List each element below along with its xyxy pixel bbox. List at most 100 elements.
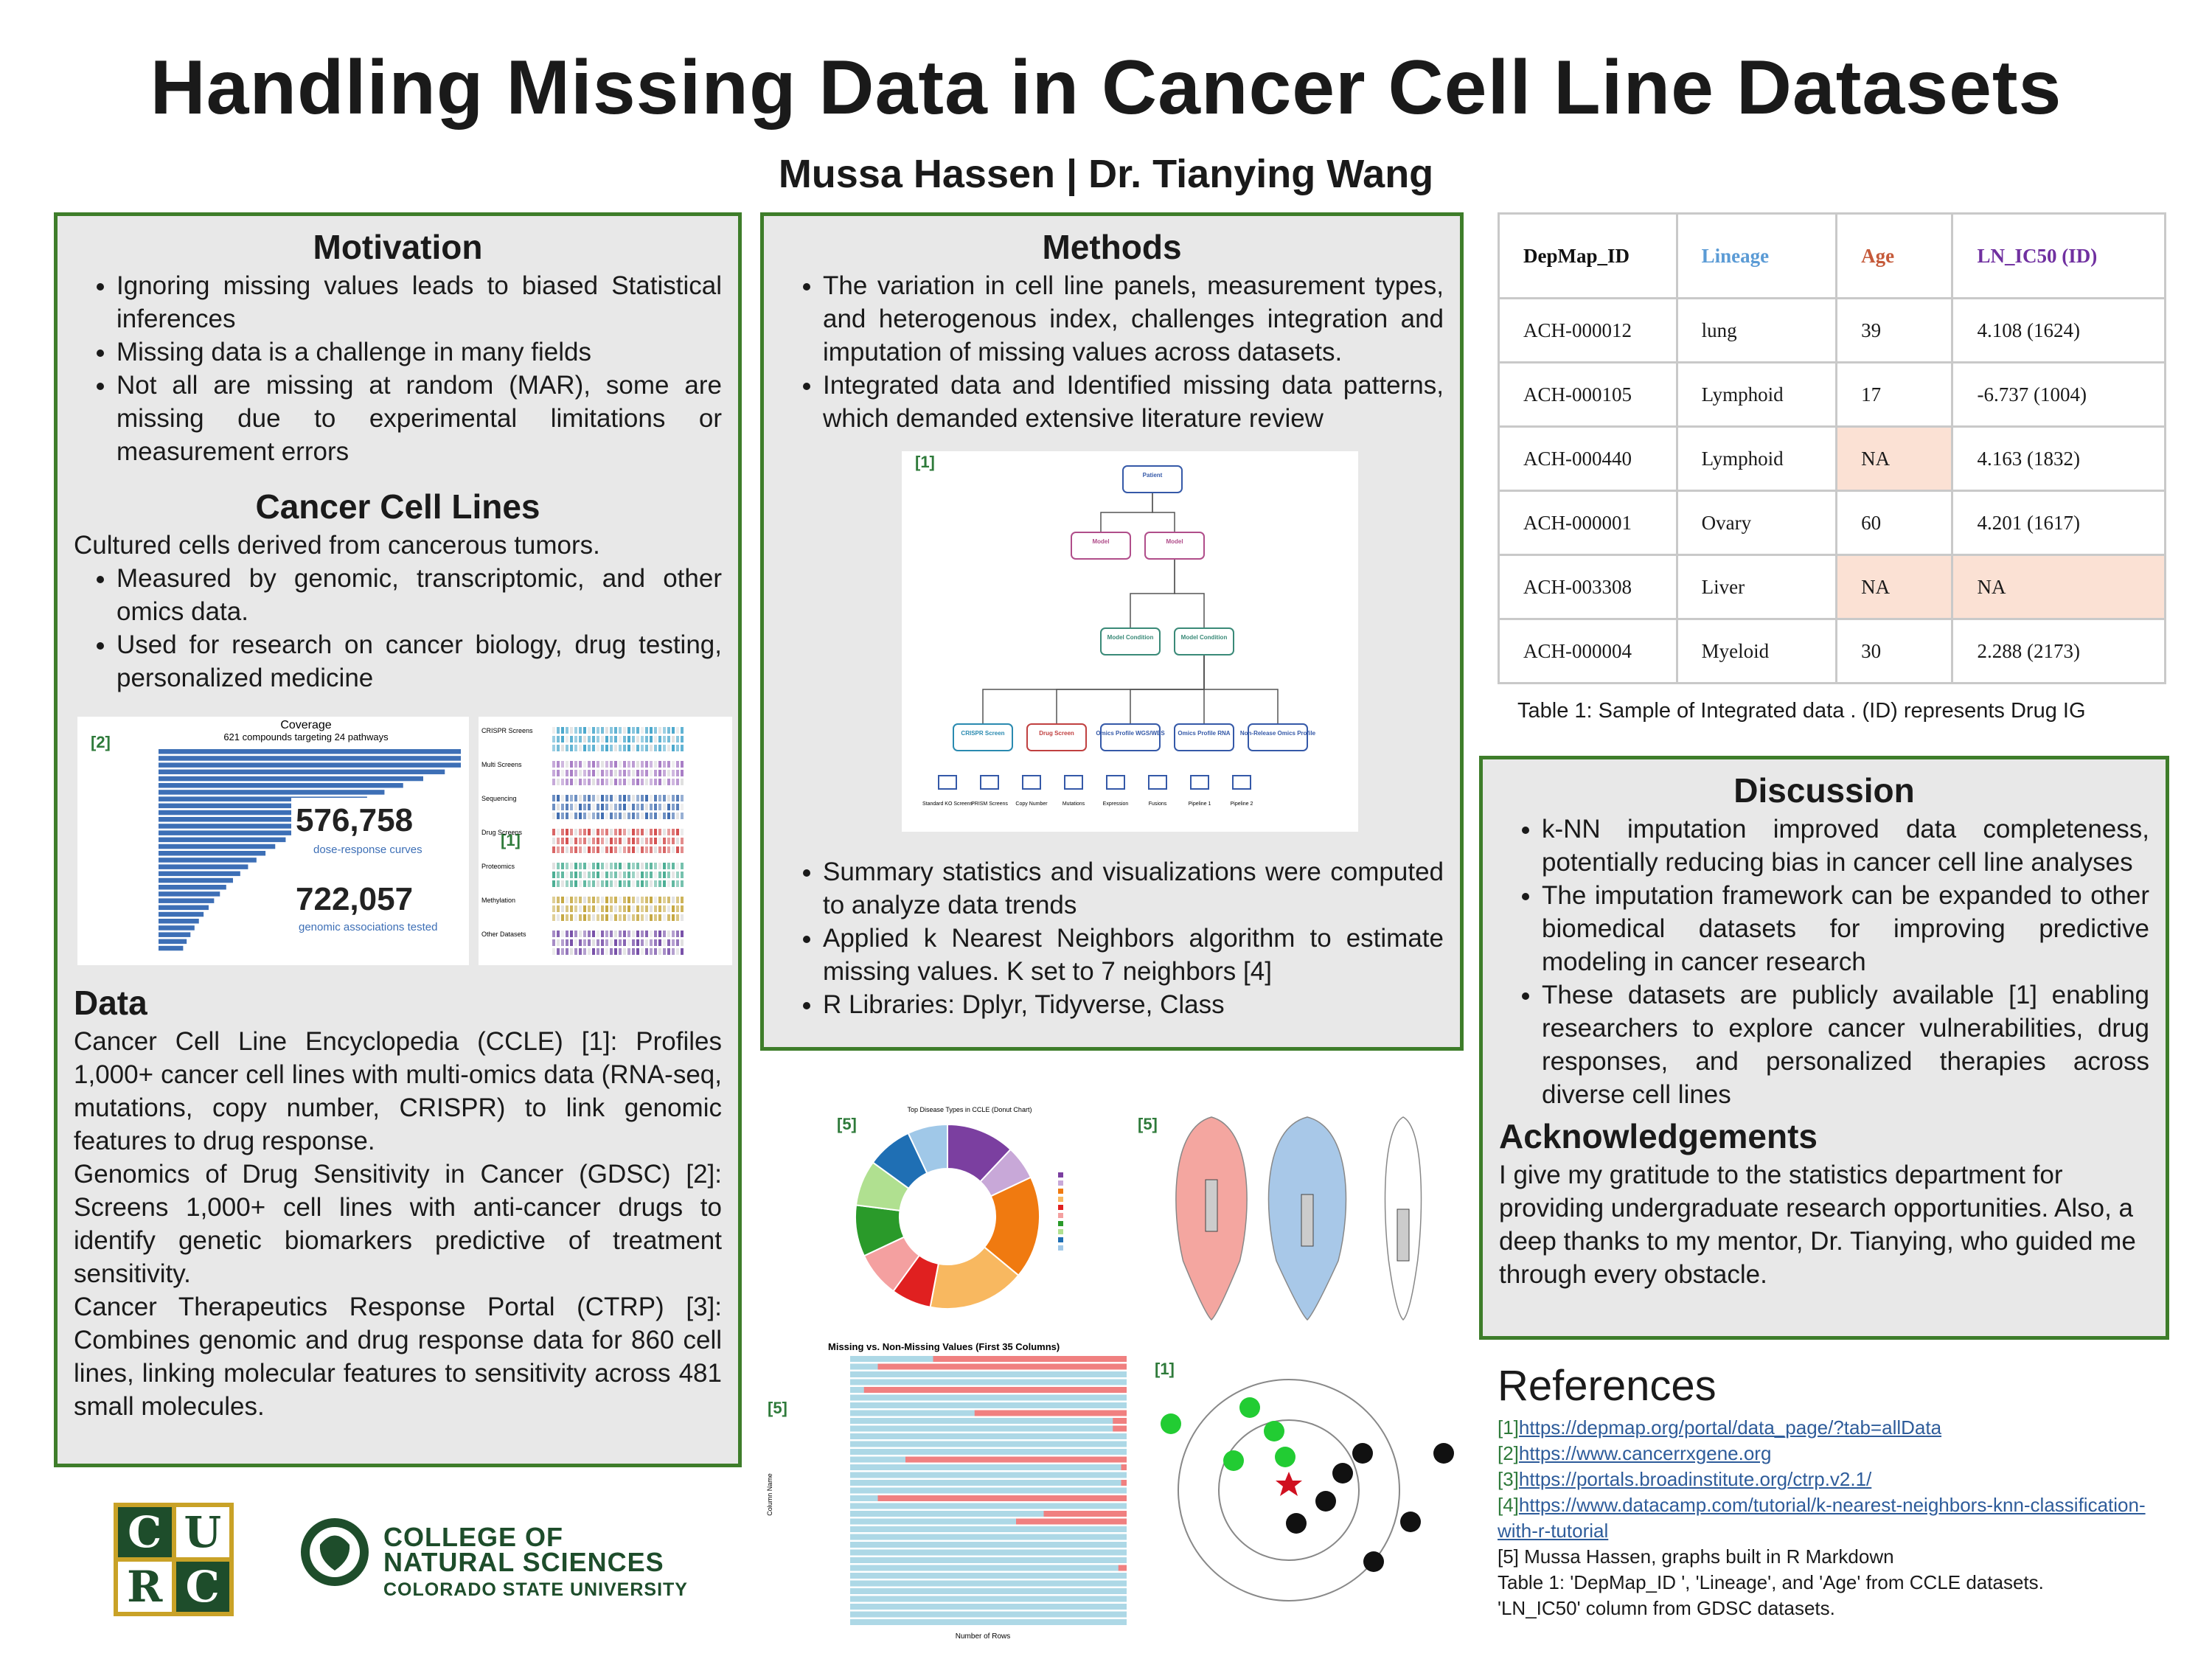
edge	[1203, 655, 1279, 724]
figure-row: [1] Patient Model Model Model Condition Model…	[780, 435, 1444, 855]
stripe	[610, 838, 613, 844]
row-illustration	[850, 1464, 1127, 1470]
stripe	[561, 761, 564, 768]
stripe	[583, 931, 586, 937]
stripe	[552, 905, 555, 912]
stripe	[614, 813, 617, 819]
row-label: Multi Screens	[481, 761, 522, 768]
stripe	[566, 736, 568, 742]
stripe	[650, 829, 653, 835]
stripe	[588, 727, 591, 734]
box	[1397, 1208, 1410, 1262]
bar-illustration	[159, 762, 461, 768]
stripe	[619, 880, 622, 887]
node-label: Model Condition	[1181, 634, 1228, 641]
stripe	[663, 727, 666, 734]
stripe	[570, 872, 573, 878]
stripe	[681, 931, 684, 937]
stripe	[566, 804, 568, 810]
stripe	[601, 804, 604, 810]
stripe	[610, 745, 613, 751]
header-cell: Lineage	[1675, 212, 1838, 299]
bar-illustration	[159, 817, 322, 822]
table-cell: 60	[1835, 490, 1954, 556]
missing-illustration	[1121, 1480, 1127, 1486]
stripe	[579, 761, 582, 768]
stripe	[574, 872, 577, 878]
stripe	[592, 838, 595, 844]
figure-subtitle: 621 compounds targeting 24 pathways	[223, 731, 389, 742]
stripe	[645, 804, 648, 810]
stripe	[610, 931, 613, 937]
reference-link[interactable]: https://www.datacamp.com/tutorial/k-near…	[1498, 1494, 2146, 1542]
bar-illustration	[159, 939, 187, 945]
stripe	[570, 931, 573, 937]
paragraphs: Cancer Cell Line Encyclopedia (CCLE) [1]…	[74, 1025, 722, 1423]
row-illustration	[850, 1518, 1127, 1525]
stripe	[557, 727, 560, 734]
bullet: Applied k Nearest Neighbors algorithm to…	[823, 922, 1444, 988]
paragraph: Cancer Therapeutics Response Portal (CTR…	[74, 1293, 722, 1421]
stripe	[610, 770, 613, 776]
stripe	[605, 880, 608, 887]
stripe	[645, 931, 648, 937]
stripe	[592, 745, 595, 751]
table-cell: 17	[1835, 361, 1954, 428]
stripe	[632, 745, 635, 751]
stripe	[592, 761, 595, 768]
stripe	[632, 880, 635, 887]
stripe	[681, 770, 684, 776]
stripe	[583, 863, 586, 869]
reference-link[interactable]: https://depmap.org/portal/data_page/?tab…	[1518, 1416, 1942, 1439]
stripe	[641, 880, 644, 887]
stripe	[681, 897, 684, 903]
stripe	[561, 914, 564, 921]
stripe	[663, 846, 666, 853]
stripe	[623, 745, 626, 751]
stripe	[566, 795, 568, 801]
stripe	[681, 846, 684, 853]
stripe	[588, 804, 591, 810]
stripe	[579, 770, 582, 776]
bullet-list: Measured by genomic, transcriptomic, and…	[74, 562, 722, 695]
stripe	[552, 880, 555, 887]
stripe	[672, 795, 675, 801]
bullet: Not all are missing at random (MAR), som…	[116, 369, 722, 468]
stripe	[570, 795, 573, 801]
table-cell: NA	[1835, 554, 1954, 620]
stripe	[636, 829, 639, 835]
stripe	[672, 948, 675, 955]
missing-illustration	[877, 1363, 1127, 1370]
stripe	[588, 939, 591, 946]
stripe	[552, 939, 555, 946]
stripe	[632, 813, 635, 819]
stripe	[619, 905, 622, 912]
node-box	[1144, 532, 1205, 560]
stripe	[658, 779, 661, 785]
bar-illustration	[159, 871, 240, 877]
stripe	[552, 770, 555, 776]
leaf-label: Fusions	[1149, 801, 1167, 807]
stripe	[632, 863, 635, 869]
stripe	[566, 931, 568, 937]
stripe	[632, 914, 635, 921]
stripe	[650, 846, 653, 853]
stripe	[650, 914, 653, 921]
stat-label: dose-response curves	[313, 844, 422, 856]
folder-icon	[938, 775, 957, 790]
stripe	[557, 795, 560, 801]
reference-link[interactable]: https://www.cancerrxgene.org	[1518, 1442, 1772, 1464]
stripe	[676, 829, 679, 835]
stripe	[667, 948, 670, 955]
reference: [3]https://portals.broadinstitute.org/ct…	[1498, 1467, 2161, 1492]
row-label: Proteomics	[481, 863, 515, 870]
stripe	[623, 761, 626, 768]
stripe	[570, 897, 573, 903]
missing-illustration	[1113, 1425, 1127, 1432]
bar-illustration	[159, 858, 257, 863]
reference-link[interactable]: https://portals.broadinstitute.org/ctrp.…	[1518, 1468, 1872, 1490]
stripe	[561, 897, 564, 903]
node-label: Drug Screen	[1039, 730, 1074, 737]
folder-icon	[980, 775, 999, 790]
node-box	[1174, 627, 1234, 655]
